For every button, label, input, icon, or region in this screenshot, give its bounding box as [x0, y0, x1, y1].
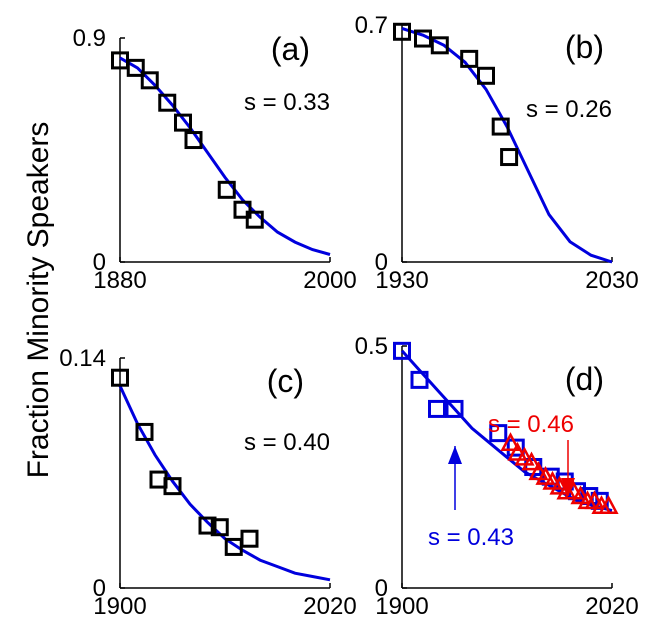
data-point-square — [240, 529, 259, 548]
data-point-square — [126, 58, 145, 77]
data-point-square — [428, 399, 446, 418]
y-tick-label: 0 — [93, 575, 106, 602]
data-point-square — [140, 71, 159, 90]
panel-c: 1900 2020 0 0.14 (c) s = 0.40 — [59, 345, 356, 620]
data-point-square — [198, 516, 217, 535]
panel-label: (c) — [267, 363, 304, 399]
panel-b: 1930 2030 0 0.7 (b) s = 0.26 — [355, 12, 639, 294]
y-tick-label: 0.9 — [73, 25, 106, 52]
x-tick-label: 2000 — [303, 267, 356, 294]
data-point-square — [506, 438, 525, 457]
y-tick-label: 0.14 — [59, 345, 106, 372]
selection-annotation: s = 0.43 — [428, 524, 514, 551]
annotation-arrow-head — [561, 478, 575, 496]
x-tick-label: 2020 — [585, 593, 638, 620]
fit-curve — [400, 349, 613, 513]
data-point-triangle — [584, 490, 605, 510]
selection-annotation: s = 0.40 — [244, 429, 330, 456]
selection-annotation: s = 0.26 — [526, 96, 612, 123]
data-point-triangle — [521, 451, 542, 471]
data-point-square — [210, 518, 229, 537]
data-point-square — [217, 180, 236, 199]
data-point-square — [460, 49, 479, 68]
data-point-square — [135, 422, 154, 441]
data-point-square — [184, 131, 203, 150]
x-tick-label: 1880 — [93, 267, 146, 294]
data-point-square — [163, 477, 182, 496]
x-tick-label: 1930 — [375, 267, 428, 294]
data-point-triangle — [570, 485, 591, 505]
data-point-square — [111, 368, 129, 387]
x-tick-label: 1900 — [375, 593, 428, 620]
y-axis-label: Fraction Minority Speakers — [22, 122, 55, 479]
data-point-square — [233, 200, 252, 219]
data-point-square — [393, 341, 411, 360]
data-point-square — [489, 424, 508, 443]
selection-annotation-2: s = 0.46 — [488, 411, 574, 438]
data-point-square — [445, 399, 464, 418]
data-point-triangle — [535, 466, 556, 485]
panel-label: (a) — [271, 31, 310, 67]
data-point-triangle — [528, 461, 549, 481]
data-point-square — [158, 93, 177, 112]
data-point-square — [410, 370, 429, 389]
selection-annotation: s = 0.33 — [244, 89, 330, 116]
y-tick-label: 0.5 — [355, 333, 388, 360]
data-point-square — [174, 113, 192, 132]
x-tick-label: 1900 — [93, 593, 146, 620]
y-tick-label: 0.7 — [355, 12, 388, 39]
x-tick-label: 2020 — [303, 593, 356, 620]
x-tick-label: 2030 — [585, 267, 638, 294]
panel-label: (d) — [565, 361, 604, 397]
data-point-square — [245, 210, 264, 229]
data-point-square — [491, 117, 510, 136]
fit-curve — [119, 56, 331, 256]
y-tick-label: 0 — [93, 249, 106, 276]
annotation-arrow-head — [448, 446, 462, 464]
y-tick-label: 0 — [375, 249, 388, 276]
data-point-square — [430, 36, 449, 55]
panel-a: 1880 2000 0 0.9 (a) s = 0.33 — [73, 25, 357, 294]
data-point-square — [393, 22, 411, 41]
data-point-square — [477, 66, 495, 85]
data-point-square — [414, 29, 432, 48]
y-tick-label: 0 — [375, 575, 388, 602]
data-point-triangle — [514, 446, 535, 466]
data-point-square — [500, 148, 519, 167]
data-point-triangle — [500, 432, 521, 452]
panel-d: 1900 2020 0 0.5 (d) s = 0.43 s = 0.46 — [355, 333, 639, 620]
data-point-triangle — [549, 475, 570, 495]
data-point-triangle — [507, 441, 528, 461]
data-point-triangle — [542, 470, 563, 490]
panel-label: (b) — [565, 29, 604, 65]
data-point-triangle — [598, 495, 619, 514]
